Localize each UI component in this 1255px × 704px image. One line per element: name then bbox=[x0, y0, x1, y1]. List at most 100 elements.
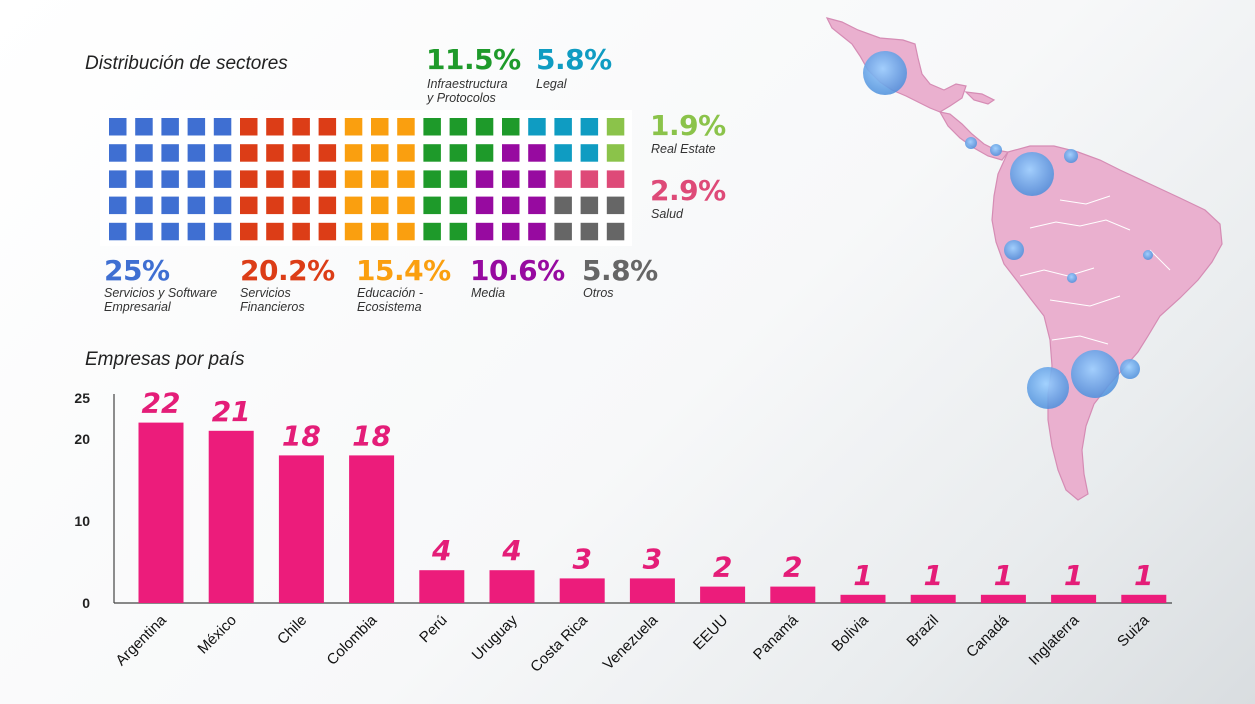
waffle-cell-services bbox=[187, 196, 206, 215]
bar-suiza bbox=[1121, 594, 1167, 603]
map-bubble-peru bbox=[1004, 240, 1024, 260]
waffle-cell-education bbox=[397, 170, 415, 188]
map-bubble-colombia bbox=[1010, 152, 1054, 196]
waffle-cell-legal bbox=[580, 118, 599, 136]
waffle-cell-financial bbox=[266, 222, 284, 241]
waffle-cell-infra bbox=[423, 118, 441, 136]
bar-brazil bbox=[910, 594, 956, 603]
label-realestate: Real Estate bbox=[651, 142, 716, 156]
pct-others: 5.8% bbox=[582, 254, 658, 287]
y-tick-label: 10 bbox=[74, 513, 90, 529]
waffle-cell-infra bbox=[502, 118, 520, 136]
bar-value-label: 4 bbox=[431, 534, 451, 567]
waffle-cell-financial bbox=[266, 118, 284, 136]
waffle-cell-education bbox=[344, 118, 363, 136]
x-tick-label: Inglaterra bbox=[1026, 611, 1083, 668]
waffle-cell-financial bbox=[240, 144, 258, 162]
waffle-cell-media bbox=[528, 196, 546, 215]
y-tick-label: 0 bbox=[82, 595, 90, 611]
waffle-cell-health bbox=[606, 170, 625, 188]
waffle-cell-infra bbox=[423, 222, 441, 241]
waffle-cell-infra bbox=[449, 144, 468, 162]
waffle-cell-financial bbox=[318, 196, 337, 215]
waffle-cell-others bbox=[606, 222, 625, 241]
waffle-cell-education bbox=[344, 144, 363, 162]
waffle-cell-services bbox=[213, 144, 232, 162]
waffle-cell-health bbox=[554, 170, 572, 188]
label-legal: Legal bbox=[536, 77, 567, 91]
map-bubble-brazil bbox=[1143, 250, 1153, 260]
label-services: Servicios y Software Empresarial bbox=[104, 286, 218, 314]
pct-media: 10.6% bbox=[470, 254, 565, 287]
waffle-cell-others bbox=[580, 222, 599, 241]
pct-legal: 5.8% bbox=[536, 43, 612, 76]
waffle-cell-financial bbox=[292, 170, 310, 188]
x-tick-label: Bolivia bbox=[829, 611, 873, 655]
waffle-cell-services bbox=[109, 196, 127, 215]
bar-perú bbox=[419, 570, 465, 603]
pct-realestate: 1.9% bbox=[650, 109, 726, 142]
waffle-cell-financial bbox=[266, 196, 284, 215]
waffle-cell-education bbox=[397, 144, 415, 162]
waffle-cell-education bbox=[397, 222, 415, 241]
waffle-cell-financial bbox=[266, 144, 284, 162]
waffle-cell-infra bbox=[423, 196, 441, 215]
waffle-cell-services bbox=[135, 196, 153, 215]
bar-uruguay bbox=[489, 570, 535, 603]
bar-bolivia bbox=[840, 594, 886, 603]
waffle-cell-education bbox=[371, 196, 389, 215]
x-tick-label: México bbox=[194, 612, 240, 658]
waffle-cell-media bbox=[502, 170, 520, 188]
bar-value-label: 3 bbox=[643, 542, 662, 575]
bar-value-label: 18 bbox=[352, 419, 391, 452]
pct-infra: 11.5% bbox=[426, 43, 521, 76]
bar-value-label: 1 bbox=[994, 559, 1013, 592]
x-tick-label: Brazil bbox=[903, 612, 942, 651]
bar-chile bbox=[278, 455, 324, 603]
south-america-shape bbox=[991, 145, 1223, 501]
waffle-cell-services bbox=[109, 144, 127, 162]
waffle-cell-services bbox=[161, 144, 179, 162]
companies-per-country-title: Empresas por país bbox=[85, 349, 245, 370]
x-tick-label: Chile bbox=[274, 612, 310, 648]
x-tick-label: Venezuela bbox=[600, 611, 662, 673]
x-tick-label: Suiza bbox=[1114, 611, 1153, 650]
waffle-cell-financial bbox=[240, 170, 258, 188]
waffle-cell-education bbox=[397, 118, 415, 136]
x-tick-label: Perú bbox=[416, 612, 450, 646]
y-tick-label: 20 bbox=[74, 431, 90, 447]
bar-eeuu bbox=[700, 586, 746, 603]
waffle-cell-others bbox=[580, 196, 599, 215]
waffle-cell-financial bbox=[318, 118, 337, 136]
bar-argentina bbox=[138, 422, 184, 603]
waffle-cell-media bbox=[502, 196, 520, 215]
waffle-cell-services bbox=[135, 144, 153, 162]
bar-value-label: 4 bbox=[501, 534, 521, 567]
waffle-cell-financial bbox=[292, 144, 310, 162]
waffle-cell-education bbox=[344, 170, 363, 188]
waffle-cell-media bbox=[475, 170, 494, 188]
label-health: Salud bbox=[651, 207, 683, 221]
waffle-cell-financial bbox=[292, 222, 310, 241]
waffle-panel bbox=[100, 110, 632, 246]
bar-venezuela bbox=[629, 578, 675, 603]
waffle-cell-services bbox=[135, 170, 153, 188]
bar-value-label: 18 bbox=[282, 419, 321, 452]
pct-education: 15.4% bbox=[356, 254, 451, 287]
map-bubble-mexico bbox=[863, 51, 907, 95]
waffle-cell-media bbox=[528, 222, 546, 241]
waffle-cell-realestate bbox=[606, 144, 625, 162]
x-tick-label: Argentina bbox=[112, 611, 170, 669]
bar-canadá bbox=[980, 594, 1026, 603]
waffle-cell-legal bbox=[528, 118, 546, 136]
bar-value-label: 1 bbox=[1064, 559, 1083, 592]
waffle-cell-realestate bbox=[606, 118, 625, 136]
bar-value-label: 21 bbox=[212, 395, 251, 428]
waffle-cell-legal bbox=[554, 144, 572, 162]
waffle-cell-education bbox=[344, 222, 363, 241]
waffle-cell-services bbox=[109, 118, 127, 136]
waffle-cell-financial bbox=[240, 222, 258, 241]
map-bubble-bolivia bbox=[1067, 273, 1077, 283]
waffle-cell-others bbox=[554, 196, 572, 215]
waffle-cell-services bbox=[213, 196, 232, 215]
